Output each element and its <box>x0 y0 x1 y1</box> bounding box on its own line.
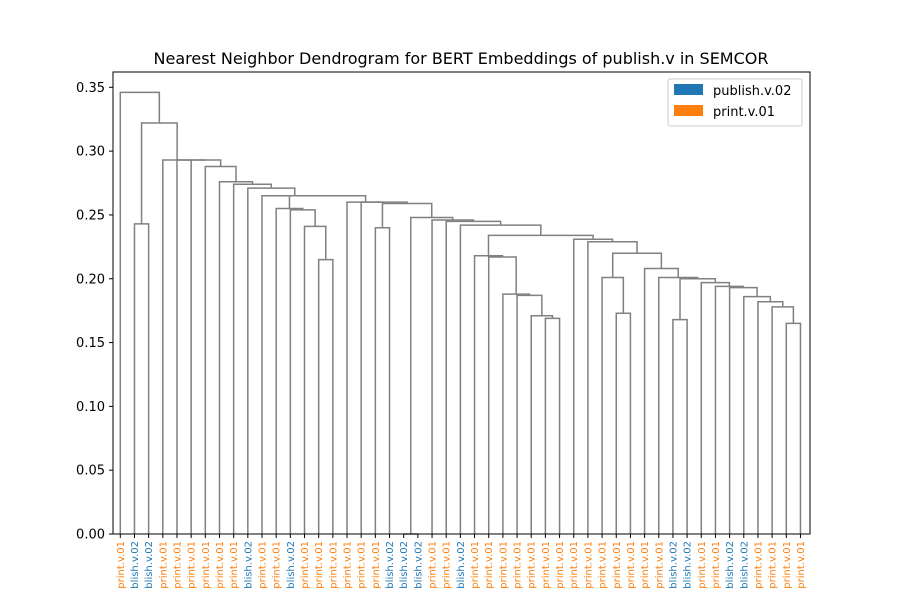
plot-area-frame <box>112 71 811 535</box>
leaf-label: print.v.01 <box>215 541 226 589</box>
leaf-label: blish.v.02 <box>725 541 736 589</box>
leaf-label: print.v.01 <box>357 541 368 589</box>
dendrogram-link <box>714 285 745 534</box>
legend-label-publish: publish.v.02 <box>713 84 791 99</box>
leaf-label: blish.v.02 <box>739 541 750 589</box>
y-tick-label: 0.05 <box>76 464 105 479</box>
y-tick-label: 0.10 <box>76 400 105 415</box>
leaf-label: blish.v.02 <box>243 541 254 589</box>
leaf-label: print.v.01 <box>484 541 495 589</box>
leaf-label: blish.v.02 <box>385 541 396 589</box>
leaf-label: print.v.01 <box>116 541 127 589</box>
leaf-label: print.v.01 <box>626 541 637 589</box>
leaf-label: print.v.01 <box>753 541 764 589</box>
chart-title: Nearest Neighbor Dendrogram for BERT Emb… <box>154 49 769 68</box>
dendrogram-link <box>162 159 192 534</box>
leaf-label: print.v.01 <box>328 541 339 589</box>
dendrogram-link <box>572 238 614 534</box>
legend: publish.v.02 print.v.01 <box>667 78 803 127</box>
dendrogram-link <box>140 122 178 224</box>
leaf-label: print.v.01 <box>470 541 481 589</box>
dendrogram-link <box>346 201 385 534</box>
leaf-label: print.v.01 <box>300 541 311 589</box>
dendrogram-link <box>374 226 391 534</box>
dendrogram-links <box>119 91 802 535</box>
leaf-label: print.v.01 <box>569 541 580 589</box>
dendrogram-link <box>743 295 772 534</box>
leaf-label: print.v.01 <box>258 541 269 589</box>
leaf-label: print.v.01 <box>343 541 354 589</box>
leaf-label: blish.v.02 <box>683 541 694 589</box>
dendrogram-link <box>785 322 802 534</box>
dendrogram-link <box>615 312 632 534</box>
leaf-label: print.v.01 <box>371 541 382 589</box>
leaf-label: blish.v.02 <box>456 541 467 589</box>
dendrogram-link <box>119 91 161 534</box>
leaf-label: print.v.01 <box>640 541 651 589</box>
leaf-label: blish.v.02 <box>144 541 155 589</box>
dendrogram-link <box>611 252 663 278</box>
leaf-label: print.v.01 <box>654 541 665 589</box>
leaf-label: print.v.01 <box>541 541 552 589</box>
leaf-label: blish.v.02 <box>668 541 679 589</box>
dendrogram-link <box>133 223 150 534</box>
leaf-label: print.v.01 <box>796 541 807 589</box>
leaf-label: print.v.01 <box>583 541 594 589</box>
leaf-label: print.v.01 <box>187 541 198 589</box>
dendrogram-link <box>360 201 408 534</box>
x-axis: print.v.01 blish.v.02 blish.v.02 print.v.01… <box>116 534 807 589</box>
dendrogram-link <box>204 165 237 534</box>
leaf-label: print.v.01 <box>442 541 453 589</box>
leaf-label: print.v.01 <box>172 541 183 589</box>
legend-swatch-publish <box>674 84 703 95</box>
dendrogram-link <box>410 216 454 534</box>
leaf-label: print.v.01 <box>272 541 283 589</box>
dendrogram-link <box>516 294 543 534</box>
leaf-label: print.v.01 <box>598 541 609 589</box>
leaf-label: print.v.01 <box>782 541 793 589</box>
y-tick-label: 0.00 <box>76 528 105 543</box>
leaf-label: print.v.01 <box>158 541 169 589</box>
dendrogram-link <box>544 317 561 534</box>
legend-label-print: print.v.01 <box>713 105 775 120</box>
leaf-label: blish.v.02 <box>413 541 424 589</box>
y-axis: 0.00 0.05 0.10 0.15 0.20 0.25 0.30 0.35 <box>76 81 113 543</box>
leaf-label: print.v.01 <box>711 541 722 589</box>
leaf-label: print.v.01 <box>498 541 509 589</box>
dendrogram-link <box>757 300 784 534</box>
y-tick-label: 0.20 <box>76 272 105 287</box>
leaf-label: print.v.01 <box>555 541 566 589</box>
y-tick-label: 0.35 <box>76 81 105 96</box>
leaf-label: print.v.01 <box>612 541 623 589</box>
y-tick-label: 0.15 <box>76 336 105 351</box>
leaf-label: print.v.01 <box>314 541 325 589</box>
leaf-label: print.v.01 <box>527 541 538 589</box>
leaf-label: print.v.01 <box>428 541 439 589</box>
leaf-label: print.v.01 <box>229 541 240 589</box>
y-tick-label: 0.30 <box>76 145 105 160</box>
leaf-label: blish.v.02 <box>130 541 141 589</box>
dendrogram-link <box>190 159 222 534</box>
leaf-label: print.v.01 <box>513 541 524 589</box>
dendrogram-link <box>261 195 328 534</box>
leaf-label: blish.v.02 <box>286 541 297 589</box>
dendrogram-link <box>317 258 334 534</box>
legend-swatch-print <box>674 105 703 116</box>
dendrogram-link <box>218 181 254 534</box>
y-tick-label: 0.25 <box>76 208 105 223</box>
leaf-label: print.v.01 <box>697 541 708 589</box>
leaf-label: print.v.01 <box>768 541 779 589</box>
leaf-label: blish.v.02 <box>399 541 410 589</box>
dendrogram-link <box>771 306 795 534</box>
leaf-label: print.v.01 <box>201 541 212 589</box>
